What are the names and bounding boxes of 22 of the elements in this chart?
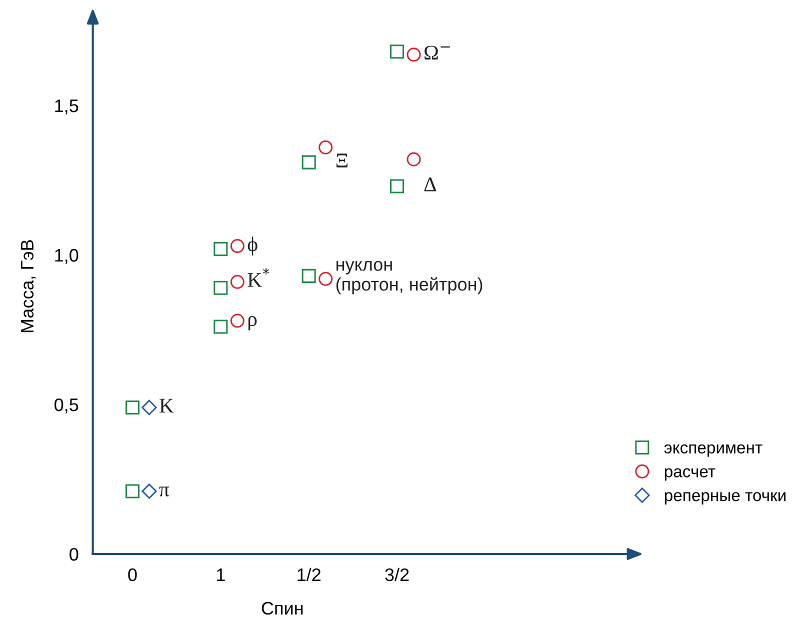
annotation: нуклон (протон, нейтрон)	[336, 260, 482, 294]
annotation: K$^{*}$	[248, 268, 270, 287]
x-tick-label: 1	[217, 568, 225, 581]
x-axis-title: Спин	[262, 602, 303, 615]
y-tick-label: 1,5	[55, 100, 78, 114]
annotation: Ξ	[336, 154, 348, 168]
y-tick-label: 1,0	[55, 248, 78, 264]
annotation: π	[159, 486, 170, 496]
y-tick-label: 0,5	[54, 398, 78, 414]
annotation: ϕ	[248, 236, 258, 256]
y-axis-title: Масса, ГэВ	[20, 240, 36, 332]
annotation: Δ	[424, 177, 436, 192]
legend-label: реперные точки	[664, 492, 786, 505]
annotation: ρ	[248, 316, 257, 330]
x-tick-label: 0	[128, 568, 137, 582]
x-tick-label: 1/2	[298, 568, 320, 582]
legend-label: эксперимент	[664, 444, 762, 457]
annotation: Ω$^{−}$	[424, 46, 450, 60]
annotation: K	[160, 398, 174, 413]
x-tick-label: 3/2	[385, 568, 409, 582]
y-tick-label: 0	[70, 548, 78, 561]
legend-label: расчет	[664, 468, 716, 481]
